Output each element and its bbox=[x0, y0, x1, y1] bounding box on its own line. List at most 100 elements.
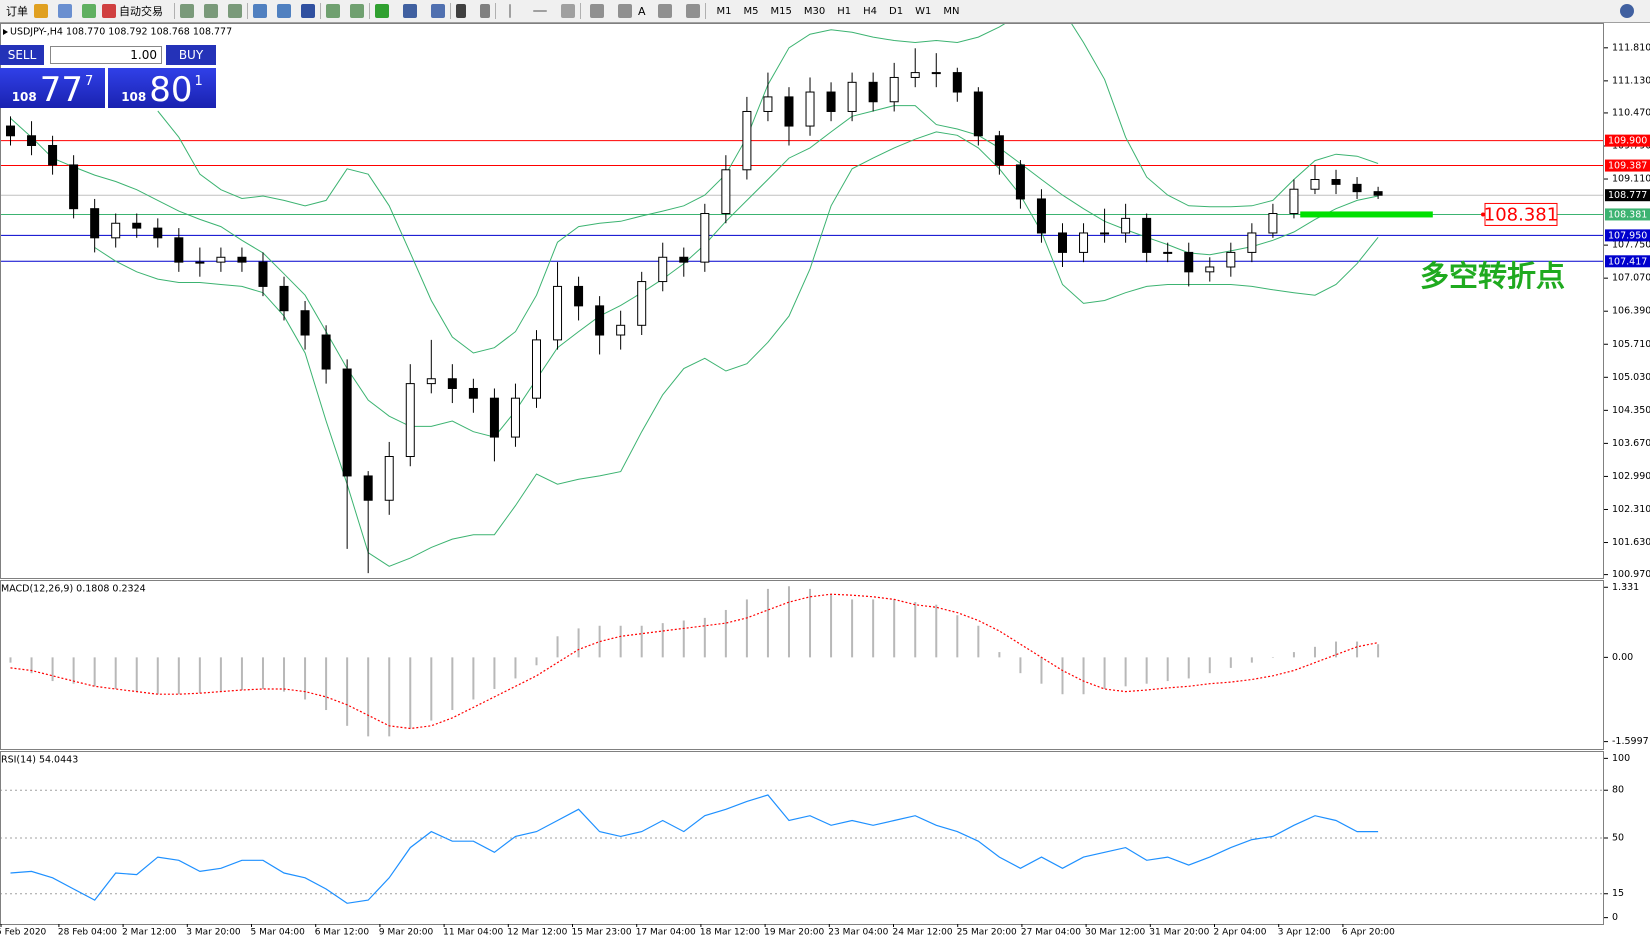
timeframe[interactable]: H4 bbox=[863, 5, 878, 17]
rsi-line bbox=[10, 794, 1379, 904]
y-tick-label: 106.390 bbox=[1612, 306, 1650, 317]
timeframe[interactable]: M30 bbox=[803, 5, 826, 17]
icon[interactable] bbox=[431, 4, 445, 18]
icon[interactable] bbox=[253, 4, 267, 18]
icon[interactable] bbox=[204, 4, 218, 18]
y-tick-label: 111.810 bbox=[1612, 42, 1650, 53]
timeframe[interactable]: M15 bbox=[770, 5, 792, 17]
icon[interactable] bbox=[58, 4, 72, 18]
bollinger-lower bbox=[94, 131, 1379, 567]
icon[interactable] bbox=[326, 4, 340, 18]
candle-body bbox=[447, 378, 457, 389]
x-tick-label: 17 Mar 04:00 bbox=[636, 928, 696, 938]
icon[interactable] bbox=[403, 4, 417, 18]
y-tick-label: 80 bbox=[1612, 785, 1624, 796]
timeframe[interactable]: H1 bbox=[837, 5, 852, 17]
candle-body bbox=[279, 285, 289, 312]
candle-body bbox=[1100, 232, 1110, 235]
title-marker bbox=[3, 29, 8, 35]
lot-field[interactable]: 1.00 bbox=[50, 46, 162, 64]
icon[interactable] bbox=[480, 4, 490, 18]
icon[interactable] bbox=[561, 4, 575, 18]
candle-body bbox=[784, 96, 794, 127]
macd-bar bbox=[156, 657, 159, 695]
macd-bar bbox=[1292, 652, 1295, 658]
x-tick-label: 30 Mar 12:00 bbox=[1085, 928, 1145, 938]
toolbar-label[interactable]: 自动交易 bbox=[119, 5, 163, 18]
y-tick-label: 0.00 bbox=[1612, 652, 1633, 663]
icon[interactable] bbox=[102, 4, 116, 18]
panel-title: RSI(14) 54.0443 bbox=[1, 755, 78, 766]
price-big: 108 bbox=[11, 90, 37, 104]
timeframe[interactable]: M5 bbox=[743, 5, 759, 17]
macd-bar bbox=[851, 599, 854, 658]
icon[interactable] bbox=[180, 4, 194, 18]
toolbar-item[interactable]: 订单 bbox=[6, 3, 28, 19]
macd-bar bbox=[1103, 657, 1106, 689]
chart-background bbox=[0, 23, 1650, 938]
icon[interactable] bbox=[618, 4, 632, 18]
y-tick-label: 104.350 bbox=[1612, 405, 1650, 416]
toolbar: 订单 自动交易 A M1 M5 M15 M30 H1 H4 D1 W1 MN bbox=[0, 0, 1650, 23]
macd-bar bbox=[787, 586, 790, 658]
icon[interactable] bbox=[375, 4, 389, 18]
timeframe[interactable]: MN bbox=[943, 5, 960, 17]
icon[interactable] bbox=[350, 4, 364, 18]
macd-bar bbox=[1145, 657, 1148, 684]
y-tick-label: 50 bbox=[1612, 833, 1624, 844]
annotation-anchor bbox=[1481, 212, 1485, 217]
icon[interactable] bbox=[34, 4, 48, 18]
buy-button[interactable]: BUY bbox=[166, 45, 216, 65]
separator bbox=[174, 3, 175, 19]
y-tick-label: 100.970 bbox=[1612, 569, 1650, 580]
macd-bar bbox=[1229, 657, 1232, 668]
ask-price[interactable]: 108 80 1 bbox=[108, 68, 216, 110]
level-box bbox=[1605, 255, 1650, 268]
icon[interactable] bbox=[82, 4, 96, 18]
icon[interactable] bbox=[301, 4, 315, 18]
annotation-label: 108.381 bbox=[1484, 204, 1558, 225]
search-icon[interactable] bbox=[1620, 4, 1634, 18]
macd-bar bbox=[703, 617, 706, 658]
macd-bar bbox=[661, 623, 664, 658]
icon[interactable] bbox=[277, 4, 291, 18]
y-tick-label: 102.310 bbox=[1612, 504, 1650, 515]
y-tick-label: 102.990 bbox=[1612, 471, 1650, 482]
toolbar-label[interactable]: 订单 bbox=[6, 5, 28, 18]
separator bbox=[320, 3, 321, 19]
macd-bar bbox=[472, 657, 475, 700]
macd-bar bbox=[535, 657, 538, 666]
icon[interactable] bbox=[456, 4, 466, 18]
candle-body bbox=[1373, 191, 1383, 196]
x-tick-label: 6 Mar 12:00 bbox=[315, 928, 370, 938]
candle-body bbox=[258, 261, 268, 287]
macd-bar bbox=[830, 594, 833, 658]
macd-bar bbox=[388, 657, 391, 737]
icon[interactable] bbox=[533, 10, 547, 12]
macd-bar bbox=[135, 657, 138, 692]
candle-body bbox=[426, 378, 436, 385]
sell-button[interactable]: SELL bbox=[0, 45, 44, 65]
timeframe[interactable]: W1 bbox=[915, 5, 932, 17]
x-tick-label: 25 Mar 20:00 bbox=[957, 928, 1017, 938]
macd-bar bbox=[514, 657, 517, 679]
icon[interactable] bbox=[657, 4, 672, 18]
candle-body bbox=[321, 334, 331, 370]
toolbar-item[interactable]: A bbox=[638, 5, 646, 18]
icon[interactable] bbox=[685, 4, 700, 18]
macd-bar bbox=[956, 615, 959, 658]
toolbar-label[interactable]: A bbox=[638, 4, 646, 18]
timeframe[interactable]: M1 bbox=[716, 5, 732, 17]
icon[interactable] bbox=[228, 4, 242, 18]
macd-bar bbox=[51, 657, 54, 682]
y-tick-label: 105.030 bbox=[1612, 372, 1650, 383]
bid-price[interactable]: 108 77 7 bbox=[0, 68, 105, 110]
timeframe[interactable]: D1 bbox=[889, 5, 904, 17]
icon[interactable] bbox=[590, 4, 604, 18]
candle-body bbox=[805, 91, 815, 127]
toolbar-item[interactable]: 自动交易 bbox=[102, 3, 163, 19]
icon[interactable] bbox=[509, 4, 511, 18]
candle-body bbox=[468, 387, 478, 399]
candle-body bbox=[1163, 251, 1173, 254]
level-label: 109.900 bbox=[1608, 136, 1647, 147]
